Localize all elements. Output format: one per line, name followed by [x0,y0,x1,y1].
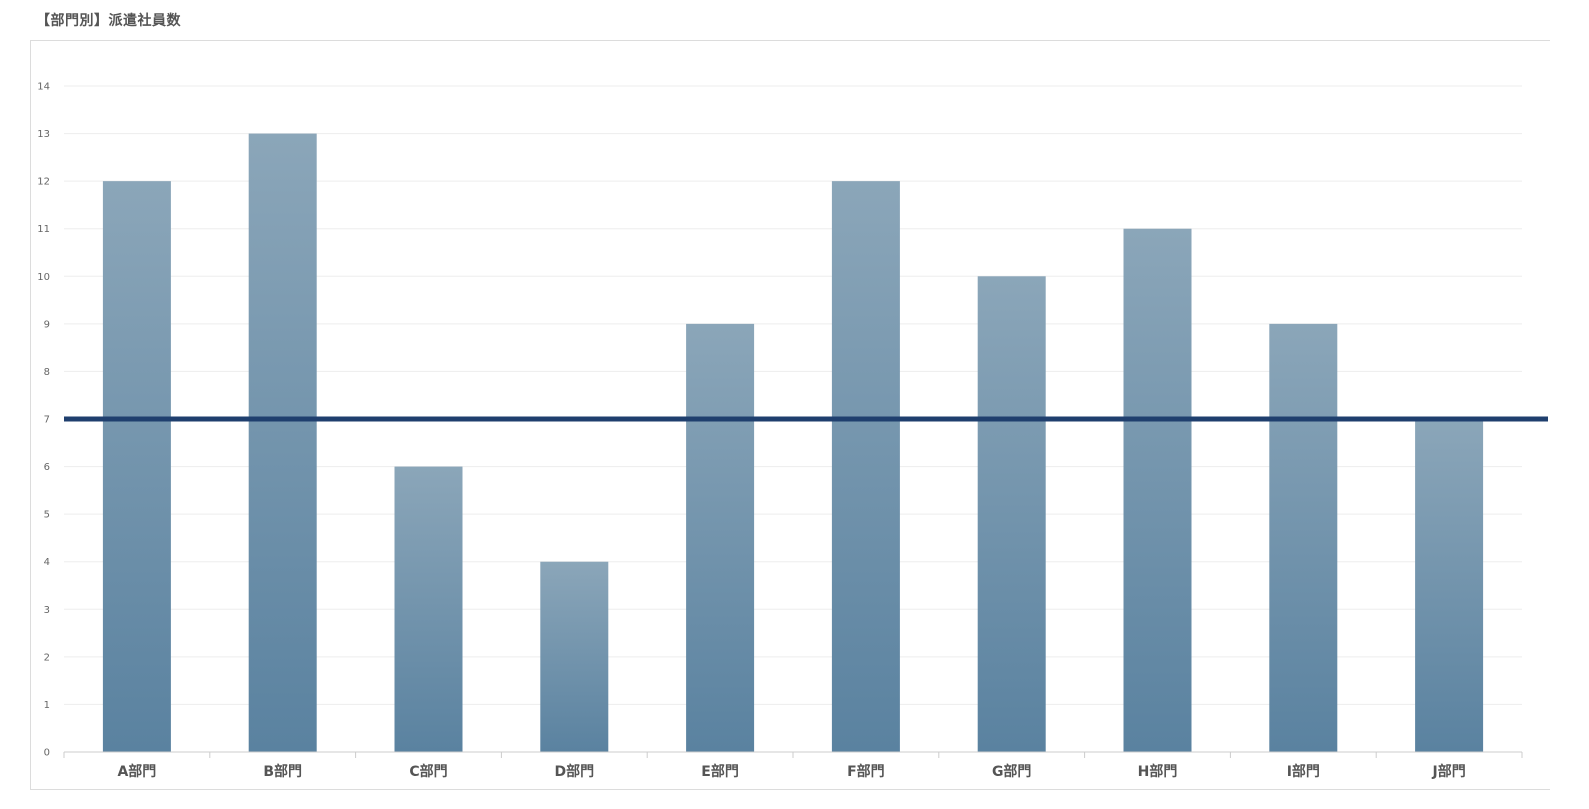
bar [977,276,1046,752]
x-category-label: I部門 [1287,763,1320,780]
y-tick-label: 1 [44,700,50,711]
x-category-label: J部門 [1431,763,1465,780]
x-category-label: G部門 [992,763,1032,780]
y-tick-label: 2 [44,652,50,663]
x-category-label: D部門 [554,763,594,780]
y-tick-label: 0 [44,748,50,759]
y-tick-label: 3 [44,605,50,616]
bar [102,181,171,753]
bar [686,323,755,752]
y-tick-label: 8 [44,367,50,378]
chart-frame [30,40,1550,790]
bar [394,466,463,752]
y-tick-label: 9 [44,319,50,330]
bar [248,133,317,753]
y-tick-label: 7 [44,415,50,426]
bar [831,181,900,753]
bar [540,561,609,752]
bar [1123,228,1192,752]
y-tick-label: 12 [37,177,50,188]
y-tick-label: 10 [37,272,50,283]
x-axis-labels: A部門 B部門 C部門 D部門 E部門 F部門 G部門 H部門 I部門 J部門 [117,763,1465,780]
y-tick-label: 11 [37,224,50,235]
bar [1415,419,1484,752]
x-category-label: B部門 [263,763,302,780]
y-tick-label: 4 [44,557,50,568]
y-tick-label: 14 [37,82,50,93]
x-category-label: E部門 [701,763,739,780]
y-tick-label: 6 [44,462,50,473]
bars [102,133,1484,753]
x-category-label: C部門 [409,763,447,780]
x-category-label: H部門 [1138,763,1178,780]
chart-title: 【部門別】派遣社員数 [36,13,181,29]
x-category-label: F部門 [847,763,885,780]
y-tick-label: 13 [37,129,50,140]
y-tick-label: 5 [44,510,50,521]
x-category-label: A部門 [117,763,156,780]
bar [1269,323,1338,752]
x-axis [63,751,1523,758]
